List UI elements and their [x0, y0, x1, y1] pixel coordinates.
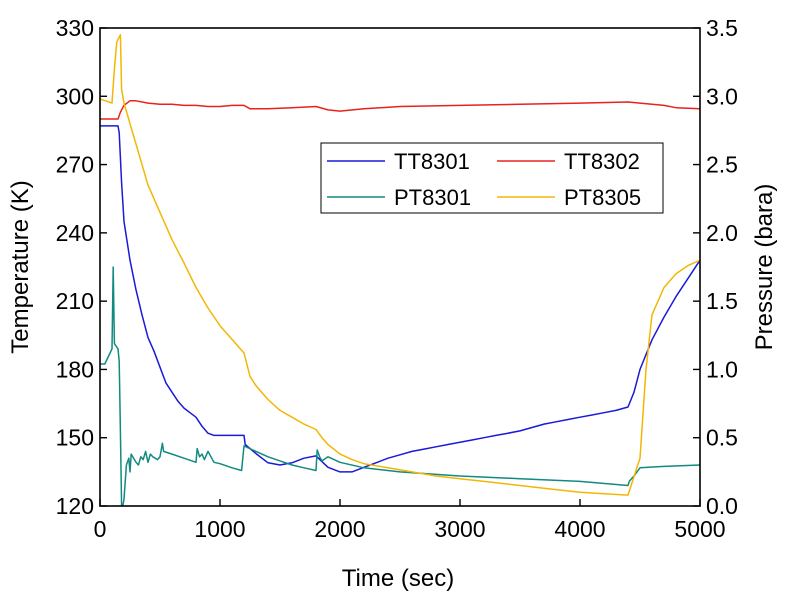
y-tick-label-left: 180	[56, 356, 94, 382]
y-tick-label-left: 120	[56, 493, 94, 519]
ticks-layer: 0 1000 2000 3000 4000 5000 120 150 180 210 240 270 3…	[56, 15, 738, 542]
y-tick-label-right: 2.0	[706, 220, 738, 246]
y-tick-label-left: 240	[56, 220, 94, 246]
series-line-pt8305	[100, 34, 700, 496]
legend-frame	[320, 142, 664, 214]
y-tick-label-right: 1.0	[706, 356, 738, 382]
series-line-tt8302	[100, 100, 700, 120]
x-tick-label: 0	[94, 516, 107, 542]
legend: TT8301 TT8302 PT8301 PT8305	[320, 142, 664, 214]
x-tick-label: 4000	[554, 516, 605, 542]
series-line-pt8301	[100, 266, 700, 506]
x-axis-title: Time (sec)	[342, 565, 454, 592]
y-tick-label-left: 270	[56, 152, 94, 178]
y-tick-label-right: 3.0	[706, 83, 738, 109]
y-tick-label-right: 0.5	[706, 425, 738, 451]
y-tick-label-right: 0.0	[706, 493, 738, 519]
series-line-tt8301	[100, 125, 700, 473]
legend-label-pt8301: PT8301	[394, 185, 471, 210]
y-tick-label-left: 300	[56, 83, 94, 109]
legend-label-tt8301: TT8301	[394, 149, 470, 174]
series-layer	[100, 34, 700, 506]
y-tick-label-right: 2.5	[706, 152, 738, 178]
y-tick-label-right: 3.5	[706, 15, 738, 41]
y-tick-label-right: 1.5	[706, 288, 738, 314]
x-tick-label: 5000	[674, 516, 725, 542]
y-tick-label-left: 210	[56, 288, 94, 314]
y-tick-label-left: 150	[56, 425, 94, 451]
legend-label-tt8302: TT8302	[564, 149, 640, 174]
x-tick-label: 3000	[434, 516, 485, 542]
x-tick-label: 2000	[314, 516, 365, 542]
y-tick-label-left: 330	[56, 15, 94, 41]
y-axis-title-left: Temperature (K)	[7, 180, 34, 353]
legend-label-pt8305: PT8305	[564, 185, 641, 210]
x-tick-label: 1000	[194, 516, 245, 542]
plot-frame	[99, 27, 701, 507]
y-axis-title-right: Pressure (bara)	[751, 184, 778, 351]
